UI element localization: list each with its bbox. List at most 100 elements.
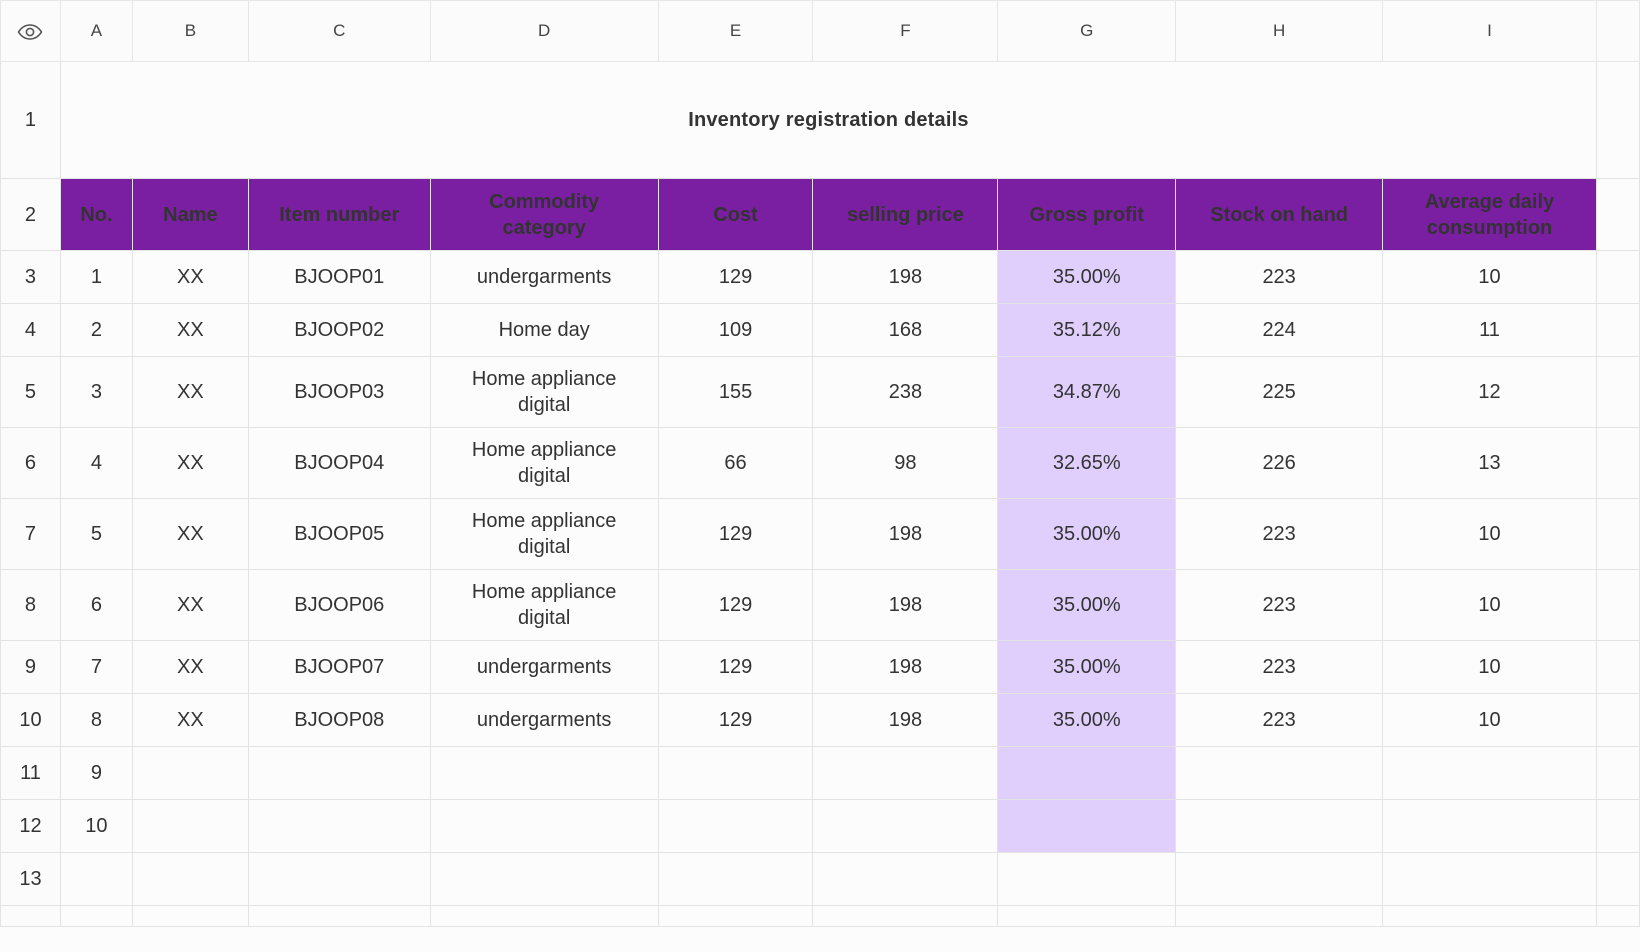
empty-cell[interactable] [1595,250,1640,304]
header-no[interactable]: No. [59,178,133,251]
cell-stock[interactable]: 226 [1175,427,1384,499]
row-header[interactable]: 1 [0,61,61,179]
cell-cost[interactable]: 155 [657,356,814,428]
title-cell[interactable]: Inventory registration details [59,61,1597,179]
cell-item-number[interactable]: BJOOP07 [247,640,431,694]
cell-selling-price[interactable]: 198 [812,498,999,570]
cell-category[interactable]: Home appliance digital [429,356,659,428]
column-header-g[interactable]: G [997,0,1177,62]
cell-gross-profit[interactable]: 35.00% [997,640,1177,694]
cell-stock[interactable] [1175,746,1384,800]
empty-cell[interactable] [1595,303,1640,357]
cell-item-number[interactable] [247,799,431,853]
cell-no[interactable]: 4 [59,427,133,499]
cell-gross-profit[interactable]: 34.87% [997,356,1177,428]
cell-avg-consumption[interactable]: 10 [1382,569,1597,641]
row-header[interactable]: 13 [0,852,61,906]
cell-item-number[interactable]: BJOOP06 [247,569,431,641]
empty-cell[interactable] [1595,427,1640,499]
cell-selling-price[interactable]: 198 [812,693,999,747]
cell-stock[interactable]: 223 [1175,569,1384,641]
cell-cost[interactable]: 109 [657,303,814,357]
column-header-a[interactable]: A [59,0,133,62]
cell-item-number[interactable] [247,746,431,800]
cell-cost[interactable]: 66 [657,427,814,499]
cell-no[interactable]: 7 [59,640,133,694]
eye-icon[interactable] [17,23,43,40]
empty-cell[interactable] [1595,356,1640,428]
empty-cell[interactable] [1595,61,1640,179]
empty-cell[interactable] [429,852,659,906]
empty-cell[interactable] [1595,178,1640,251]
cell-gross-profit[interactable]: 32.65% [997,427,1177,499]
empty-cell[interactable] [1382,852,1597,906]
column-header-b[interactable]: B [131,0,249,62]
cell-no[interactable]: 9 [59,746,133,800]
cell-name[interactable] [131,799,249,853]
cell-item-number[interactable]: BJOOP04 [247,427,431,499]
cell-stock[interactable]: 223 [1175,640,1384,694]
header-stock-on-hand[interactable]: Stock on hand [1175,178,1384,251]
select-all-corner[interactable] [0,0,61,62]
empty-cell[interactable] [1595,498,1640,570]
row-header[interactable]: 3 [0,250,61,304]
cell-category[interactable]: undergarments [429,693,659,747]
row-header[interactable] [0,905,61,927]
header-gross-profit[interactable]: Gross profit [997,178,1177,251]
cell-gross-profit[interactable]: 35.00% [997,250,1177,304]
cell-stock[interactable]: 223 [1175,250,1384,304]
cell-item-number[interactable]: BJOOP08 [247,693,431,747]
cell-item-number[interactable]: BJOOP03 [247,356,431,428]
cell-avg-consumption[interactable] [1382,799,1597,853]
cell-no[interactable]: 2 [59,303,133,357]
cell-cost[interactable] [657,799,814,853]
cell-avg-consumption[interactable]: 10 [1382,498,1597,570]
cell-name[interactable]: XX [131,569,249,641]
row-header[interactable]: 11 [0,746,61,800]
empty-cell[interactable] [812,905,999,927]
cell-category[interactable]: Home appliance digital [429,498,659,570]
empty-cell[interactable] [247,905,431,927]
column-header-e[interactable]: E [657,0,814,62]
row-header[interactable]: 2 [0,178,61,251]
column-header-i[interactable]: I [1382,0,1597,62]
cell-selling-price[interactable]: 198 [812,569,999,641]
empty-cell[interactable] [1175,905,1384,927]
empty-cell[interactable] [1595,640,1640,694]
cell-no[interactable]: 1 [59,250,133,304]
cell-selling-price[interactable]: 168 [812,303,999,357]
row-header[interactable]: 9 [0,640,61,694]
cell-name[interactable] [131,746,249,800]
cell-avg-consumption[interactable]: 10 [1382,693,1597,747]
cell-category[interactable]: Home appliance digital [429,427,659,499]
cell-avg-consumption[interactable]: 11 [1382,303,1597,357]
empty-cell[interactable] [59,905,133,927]
cell-name[interactable]: XX [131,427,249,499]
cell-no[interactable]: 8 [59,693,133,747]
empty-cell[interactable] [657,852,814,906]
cell-avg-consumption[interactable]: 12 [1382,356,1597,428]
cell-selling-price[interactable] [812,799,999,853]
header-name[interactable]: Name [131,178,249,251]
cell-gross-profit[interactable] [997,746,1177,800]
cell-gross-profit[interactable]: 35.00% [997,569,1177,641]
empty-cell[interactable] [997,905,1177,927]
row-header[interactable]: 5 [0,356,61,428]
header-average-daily-consumption[interactable]: Average daily consumption [1382,178,1597,251]
cell-gross-profit[interactable]: 35.00% [997,498,1177,570]
cell-item-number[interactable]: BJOOP05 [247,498,431,570]
header-cost[interactable]: Cost [657,178,814,251]
cell-no[interactable]: 3 [59,356,133,428]
empty-cell[interactable] [997,852,1177,906]
empty-cell[interactable] [1175,852,1384,906]
row-header[interactable]: 12 [0,799,61,853]
cell-avg-consumption[interactable]: 13 [1382,427,1597,499]
cell-category[interactable] [429,799,659,853]
column-header-h[interactable]: H [1175,0,1384,62]
cell-cost[interactable]: 129 [657,640,814,694]
empty-cell[interactable] [1595,746,1640,800]
cell-cost[interactable]: 129 [657,498,814,570]
cell-name[interactable]: XX [131,498,249,570]
empty-cell[interactable] [131,905,249,927]
empty-cell[interactable] [1595,852,1640,906]
